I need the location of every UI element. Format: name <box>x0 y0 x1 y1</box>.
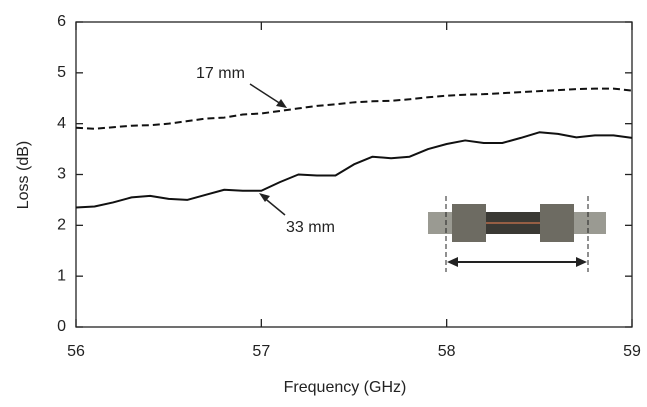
x-tick-label: 56 <box>67 343 85 360</box>
y-tick-label: 0 <box>57 318 66 335</box>
x-tick-label: 59 <box>623 343 641 360</box>
annotation-label: 17 mm <box>196 65 245 82</box>
plot-frame <box>75 21 633 328</box>
y-axis-title: Loss (dB) <box>15 141 32 209</box>
y-tick-label: 4 <box>57 115 66 132</box>
series-line <box>75 87 633 130</box>
y-tick-label: 5 <box>57 64 66 81</box>
y-tick-label: 2 <box>57 217 66 234</box>
x-axis-title: Frequency (GHz) <box>284 379 407 396</box>
x-tick-label: 58 <box>438 343 456 360</box>
inset-photo <box>428 196 606 272</box>
series-line <box>75 131 633 209</box>
y-tick-label: 1 <box>57 267 66 284</box>
annotation-arrow <box>249 83 285 107</box>
y-tick-label: 3 <box>57 166 66 183</box>
arrow-head <box>259 193 270 202</box>
x-tick-label: 57 <box>252 343 270 360</box>
annotation-label: 33 mm <box>286 219 335 236</box>
y-tick-label: 6 <box>57 13 66 30</box>
arrow-head <box>276 99 287 108</box>
